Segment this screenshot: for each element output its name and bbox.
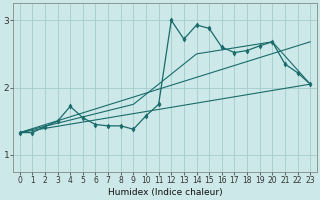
X-axis label: Humidex (Indice chaleur): Humidex (Indice chaleur) bbox=[108, 188, 222, 197]
